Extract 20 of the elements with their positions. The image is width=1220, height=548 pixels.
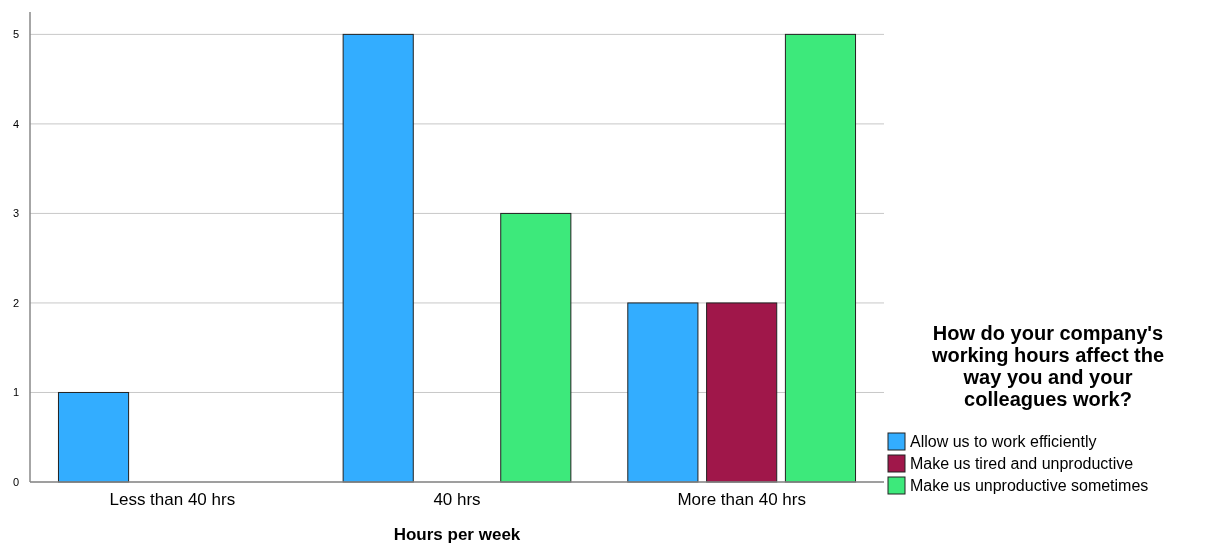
bar (784, 33, 857, 483)
y-tick-label: 4 (12, 117, 20, 130)
x-axis-title: Hours per week (393, 525, 521, 544)
y-tick-label: 5 (12, 28, 20, 41)
bar (342, 33, 414, 483)
bar (500, 212, 572, 483)
y-tick-label: 2 (12, 296, 20, 309)
legend-title: How do your company's working hours affect the way you and your colleagues work? (930, 322, 1165, 410)
y-tick-label: 3 (12, 207, 20, 220)
bar (706, 302, 778, 483)
legend-label: Allow us to work efficiently (910, 433, 1097, 450)
legend-label: Make us tired and unproductive (910, 455, 1134, 472)
x-tick-label: Less than 40 hrs (109, 490, 236, 509)
x-tick-label: More than 40 hrs (677, 490, 806, 509)
bar (627, 302, 699, 483)
legend-label: Make us unproductive sometimes (910, 477, 1149, 494)
x-tick-label: 40 hrs (433, 490, 481, 509)
y-tick-label: 0 (12, 475, 20, 488)
bar (57, 391, 130, 483)
y-tick-label: 1 (12, 386, 20, 399)
